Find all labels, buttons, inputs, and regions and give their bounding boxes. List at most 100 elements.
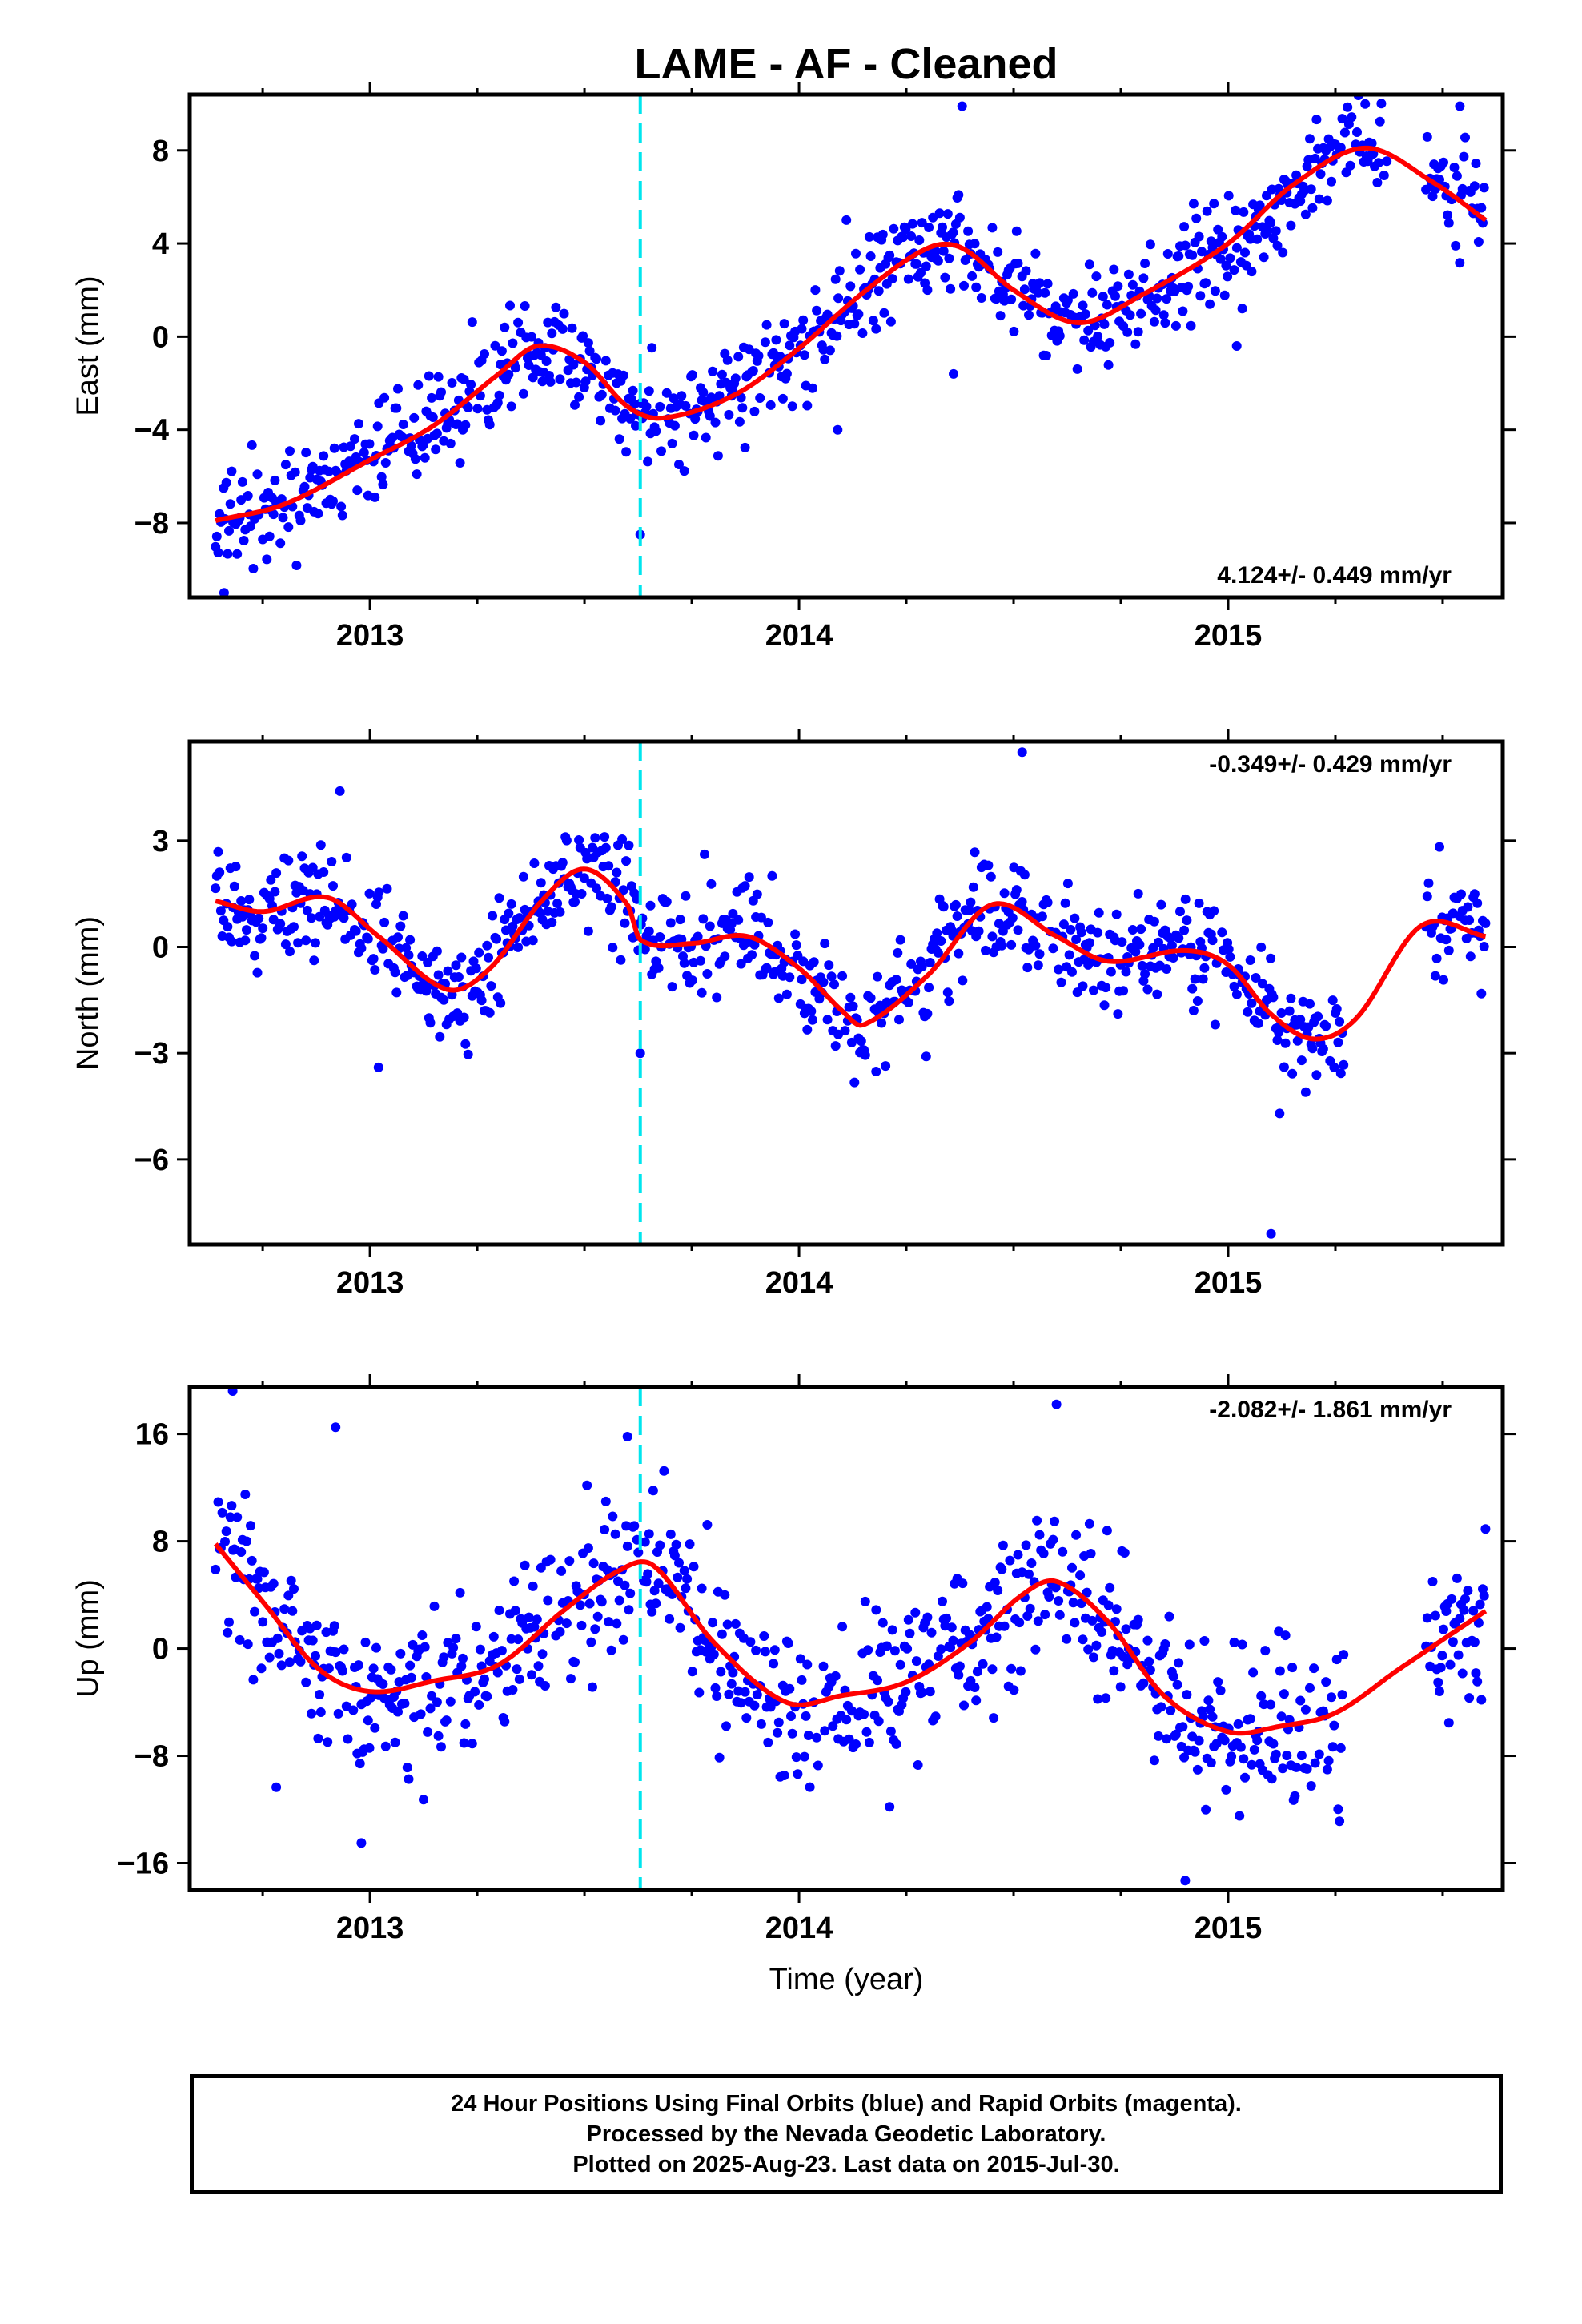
north-data-point [453, 972, 464, 982]
north-data-point [944, 996, 954, 1007]
north-data-point [1060, 898, 1070, 908]
up-data-point [258, 1617, 268, 1627]
north-data-point [1247, 998, 1257, 1008]
east-data-point [285, 446, 295, 456]
east-data-point [583, 338, 593, 348]
east-data-point [833, 293, 844, 304]
east-data-point [221, 477, 231, 488]
north-data-point [877, 1018, 887, 1028]
up-data-point [1331, 1655, 1342, 1665]
north-data-point [981, 945, 990, 955]
up-data-point [441, 1715, 452, 1726]
north-data-point [341, 852, 351, 862]
east-data-point [278, 513, 288, 523]
up-data-point [797, 1675, 807, 1685]
east-data-point [799, 350, 809, 360]
up-data-point [404, 1774, 414, 1784]
up-data-point [717, 1629, 727, 1639]
east-data-point [246, 521, 255, 532]
north-data-point [1034, 949, 1045, 959]
up-data-point [1237, 1639, 1247, 1650]
east-data-point [1113, 281, 1123, 292]
up-data-point [590, 1624, 600, 1634]
up-data-point [436, 1742, 446, 1752]
east-data-point [855, 264, 865, 275]
up-data-point [1256, 1691, 1267, 1701]
up-data-point [283, 1590, 294, 1601]
north-data-point [790, 929, 801, 939]
north-data-point [421, 986, 432, 996]
up-y-tick-label: −16 [118, 1848, 169, 1881]
up-data-point [1014, 1618, 1025, 1628]
north-data-point [640, 944, 650, 955]
up-data-point [371, 1642, 381, 1653]
up-data-point [972, 1667, 982, 1677]
up-data-point [1280, 1630, 1291, 1641]
up-data-point [307, 1708, 316, 1719]
up-data-point [1103, 1600, 1114, 1610]
up-data-point [1091, 1640, 1102, 1651]
up-y-tick-label: 16 [135, 1418, 169, 1452]
east-data-point [1103, 360, 1114, 370]
east-data-point [376, 472, 387, 482]
up-data-point [1203, 1695, 1214, 1706]
east-data-point [505, 300, 515, 311]
east-data-point [921, 261, 931, 271]
up-data-point [948, 1635, 958, 1646]
east-data-point [643, 456, 653, 467]
up-data-point [1190, 1747, 1200, 1757]
up-data-point [339, 1644, 349, 1655]
east-data-point [625, 413, 636, 424]
east-data-points [211, 94, 1489, 597]
up-data-point [1215, 1686, 1226, 1695]
north-data-point [1229, 981, 1239, 991]
up-data-point [1437, 1651, 1447, 1661]
east-data-point [1223, 271, 1233, 282]
north-data-point [1295, 1015, 1306, 1025]
up-data-point [1427, 1577, 1438, 1586]
north-data-point [1072, 987, 1082, 998]
east-data-point [280, 460, 291, 470]
north-data-point [740, 881, 750, 891]
east-data-point [1042, 279, 1053, 289]
north-data-point [356, 943, 367, 954]
east-y-tick-label: 8 [152, 135, 169, 168]
east-data-point [825, 345, 835, 356]
north-data-point [1121, 967, 1131, 977]
up-data-point [1321, 1677, 1331, 1687]
up-data-point [533, 1661, 544, 1671]
north-data-point [1094, 907, 1104, 918]
up-data-point [841, 1715, 852, 1725]
up-data-point [1142, 1635, 1153, 1646]
up-plot-area [211, 1387, 1491, 1890]
east-data-point [898, 232, 909, 243]
east-data-point [812, 305, 822, 316]
up-data-point [323, 1737, 333, 1747]
up-data-point [458, 1653, 468, 1663]
up-data-point [1207, 1711, 1218, 1722]
up-data-point [1149, 1755, 1159, 1766]
up-data-point [1282, 1751, 1292, 1761]
east-data-point [1300, 209, 1311, 219]
east-data-point [967, 271, 978, 281]
up-data-point [1093, 1694, 1103, 1704]
east-data-point [708, 366, 718, 376]
north-data-point [285, 947, 295, 957]
north-data-point [1327, 995, 1338, 1006]
north-data-point [368, 954, 379, 964]
up-data-point [1472, 1676, 1483, 1687]
north-data-point [289, 922, 299, 932]
east-data-point [1345, 160, 1355, 171]
up-data-point [1473, 1618, 1484, 1628]
up-data-point [1067, 1562, 1077, 1573]
east-data-point [1310, 153, 1320, 163]
east-data-point [1451, 240, 1461, 251]
up-data-point [232, 1512, 243, 1522]
east-data-point [730, 373, 741, 384]
north-data-point [590, 833, 600, 843]
east-outlier-point [219, 588, 229, 597]
north-data-point [1019, 870, 1030, 880]
up-data-point [329, 1621, 339, 1631]
north-data-point [761, 963, 772, 973]
up-data-point [1463, 1586, 1473, 1596]
